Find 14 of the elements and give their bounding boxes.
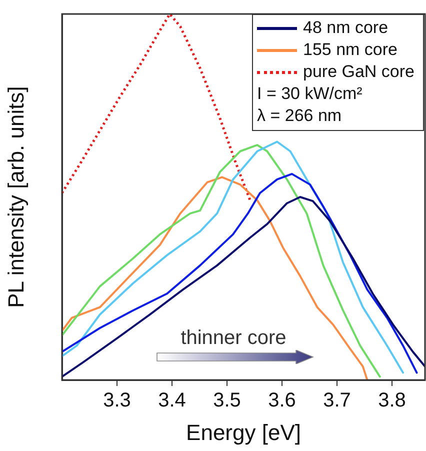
x-tick-label: 3.5 xyxy=(213,390,241,412)
x-tick-label: 3.8 xyxy=(378,390,406,412)
legend-label: 48 nm core xyxy=(303,18,388,38)
annotation: I = 30 kW/cm² xyxy=(257,83,364,105)
x-tick-label: 3.3 xyxy=(103,390,131,412)
annotation: λ = 266 nm xyxy=(257,105,343,127)
x-tick-label: 3.4 xyxy=(158,390,186,412)
annotation: thinner core xyxy=(180,327,286,350)
x-tick-label: 3.7 xyxy=(323,390,351,412)
legend-label: 155 nm core xyxy=(303,40,398,60)
legend-label: pure GaN core xyxy=(303,62,414,82)
x-axis-title: Energy [eV] xyxy=(186,420,301,445)
x-tick-label: 3.6 xyxy=(268,390,296,412)
y-axis-title: PL intensity [arb. units] xyxy=(3,86,28,308)
